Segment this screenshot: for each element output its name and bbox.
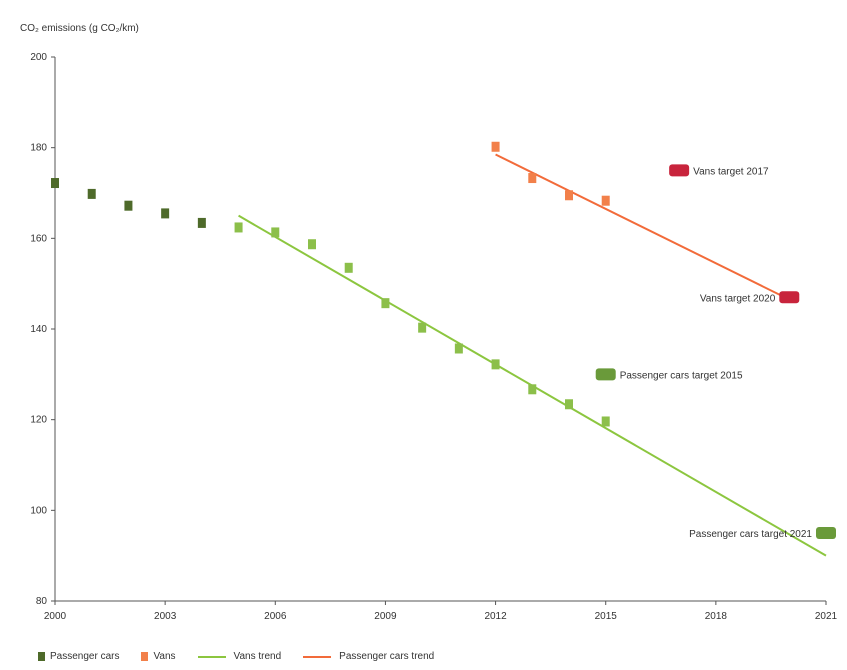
x-tick-label: 2018: [705, 611, 728, 622]
target-label: Passenger cars target 2021: [689, 529, 812, 540]
legend-swatch: [197, 655, 226, 658]
passenger-cars-point: [454, 343, 463, 354]
passenger-cars-point: [161, 208, 170, 219]
passenger-cars-point: [51, 178, 59, 189]
passenger-cars-point: [565, 399, 573, 410]
y-axis-title: CO₂ emissions (g CO₂/km): [20, 23, 139, 34]
vans-point: [491, 141, 500, 152]
target-label: Vans target 2020: [700, 293, 776, 304]
target-marker: [779, 291, 800, 304]
x-tick-label: 2015: [595, 611, 618, 622]
passenger-cars-point: [491, 359, 500, 370]
legend-label: Passenger cars trend: [339, 651, 435, 662]
legend-swatch: [303, 655, 332, 658]
passenger-cars-point: [528, 384, 537, 395]
x-tick-label: 2006: [264, 611, 287, 622]
target-label: Passenger cars target 2015: [620, 370, 743, 381]
y-tick-label: 200: [30, 52, 47, 63]
legend-item-vans-trend: Vans trend: [197, 651, 282, 662]
target-markers: Vans target 2017 Vans target 2020 Passenge…: [595, 164, 836, 540]
data-markers: [51, 141, 610, 427]
y-tick-label: 160: [30, 233, 47, 244]
legend-item-vans: Vans: [141, 651, 176, 662]
passenger-cars-point: [197, 217, 206, 228]
legend-label: Vans: [153, 651, 176, 662]
passenger-cars-point: [418, 322, 427, 333]
passenger-cars-point: [344, 262, 353, 273]
target-marker: [595, 368, 616, 381]
axes: 80 100 120 140 160 180 200 2000 2003 2006 2009 2012…: [30, 52, 837, 622]
target-marker: [669, 164, 690, 177]
passenger-cars-point: [601, 416, 610, 427]
x-tick-label: 2012: [484, 611, 507, 622]
passenger-cars-point: [124, 200, 133, 211]
x-tick-label: 2009: [374, 611, 397, 622]
legend-label: Vans trend: [233, 651, 282, 662]
passenger-cars-point: [271, 227, 280, 238]
passenger-cars-point: [381, 298, 390, 309]
passenger-cars-trend-line: [495, 153, 790, 301]
x-tick-label: 2021: [815, 611, 838, 622]
legend-swatch: [38, 652, 45, 661]
passenger-cars-point: [87, 188, 96, 199]
legend: Passenger cars Vans Vans trend Passenger ca…: [38, 651, 456, 662]
x-tick-label: 2000: [44, 611, 67, 622]
legend-item-passenger-cars-trend: Passenger cars trend: [303, 651, 434, 662]
legend-swatch: [141, 652, 149, 661]
passenger-cars-point: [234, 222, 243, 233]
vans-point: [565, 190, 573, 201]
trend-lines: [238, 153, 827, 557]
target-label: Vans target 2017: [693, 166, 769, 177]
vans-point: [601, 195, 610, 206]
target-marker: [816, 527, 836, 539]
y-tick-label: 140: [30, 324, 47, 335]
y-tick-label: 180: [30, 143, 47, 154]
y-tick-label: 100: [30, 505, 47, 516]
legend-item-passenger-cars: Passenger cars: [38, 651, 119, 662]
legend-label: Passenger cars: [50, 651, 120, 662]
x-tick-label: 2003: [154, 611, 177, 622]
y-tick-label: 80: [36, 596, 48, 607]
y-tick-label: 120: [30, 415, 47, 426]
passenger-cars-point: [308, 239, 316, 250]
vans-point: [528, 173, 537, 184]
